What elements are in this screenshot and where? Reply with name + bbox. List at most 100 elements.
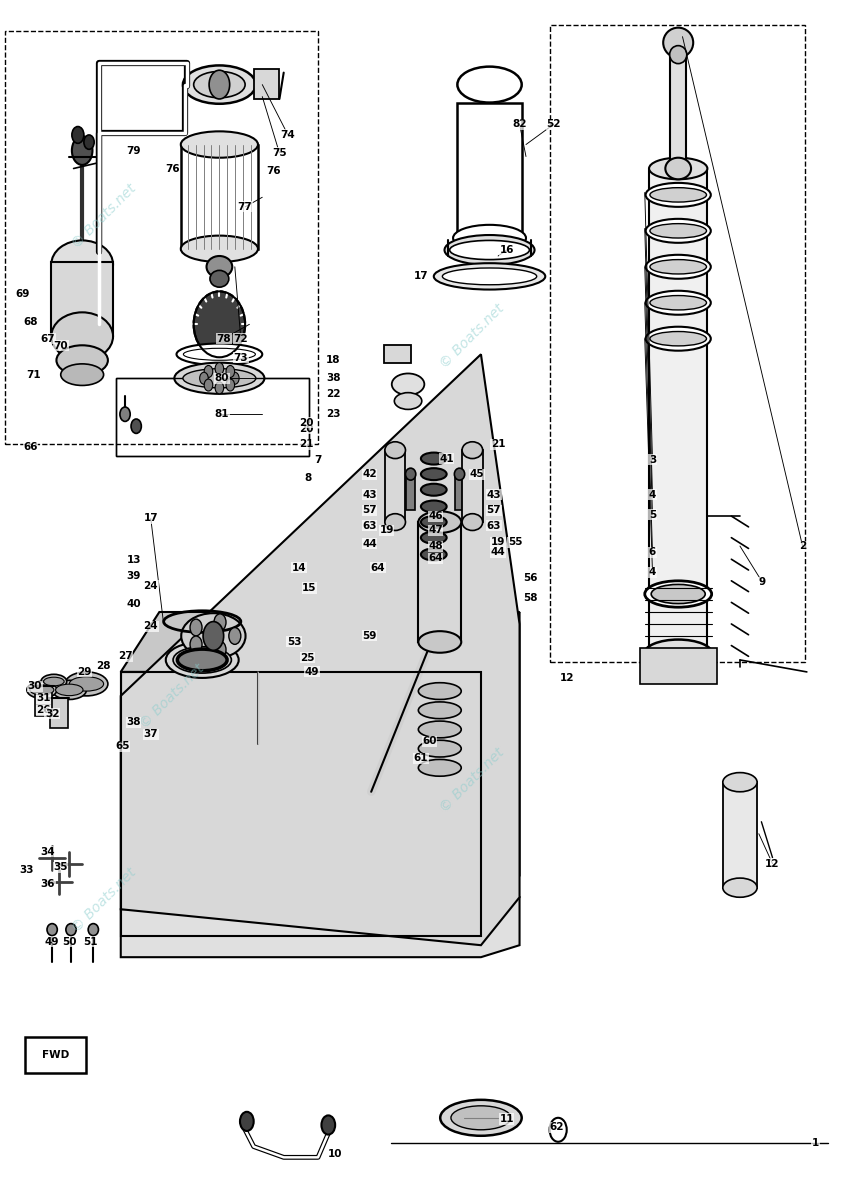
Text: 34: 34 bbox=[40, 847, 55, 857]
Bar bbox=[121, 672, 481, 936]
Ellipse shape bbox=[385, 514, 405, 530]
Bar bbox=[455, 474, 464, 510]
Polygon shape bbox=[121, 898, 520, 958]
Bar bbox=[722, 782, 757, 888]
Circle shape bbox=[190, 619, 202, 636]
Text: 21: 21 bbox=[299, 439, 314, 449]
Text: 20: 20 bbox=[299, 424, 314, 433]
Text: 68: 68 bbox=[23, 317, 38, 326]
Text: 11: 11 bbox=[499, 1114, 514, 1124]
Ellipse shape bbox=[421, 452, 447, 464]
Circle shape bbox=[199, 372, 208, 384]
Text: 44: 44 bbox=[362, 539, 377, 548]
Text: 13: 13 bbox=[126, 556, 141, 565]
Text: 24: 24 bbox=[143, 622, 158, 631]
Ellipse shape bbox=[180, 235, 258, 262]
Text: 23: 23 bbox=[326, 409, 341, 419]
Text: 76: 76 bbox=[165, 163, 180, 174]
Text: © Boats.net: © Boats.net bbox=[437, 301, 508, 371]
Circle shape bbox=[204, 366, 213, 378]
Text: 8: 8 bbox=[304, 473, 311, 482]
Circle shape bbox=[190, 636, 202, 653]
Ellipse shape bbox=[418, 702, 461, 719]
Bar bbox=[457, 102, 521, 250]
Ellipse shape bbox=[442, 268, 537, 284]
Ellipse shape bbox=[65, 672, 108, 696]
Ellipse shape bbox=[66, 924, 76, 936]
Bar bbox=[121, 672, 481, 936]
Text: 19: 19 bbox=[491, 538, 505, 547]
Polygon shape bbox=[121, 612, 520, 672]
Circle shape bbox=[84, 134, 94, 149]
Polygon shape bbox=[121, 354, 520, 946]
Bar bbox=[180, 144, 258, 248]
Text: 43: 43 bbox=[362, 490, 377, 499]
Ellipse shape bbox=[646, 182, 710, 206]
Ellipse shape bbox=[449, 240, 529, 259]
Text: 67: 67 bbox=[40, 334, 55, 343]
Text: 57: 57 bbox=[362, 505, 377, 515]
Text: 66: 66 bbox=[23, 442, 38, 451]
Text: 49: 49 bbox=[305, 667, 320, 677]
Text: 32: 32 bbox=[45, 709, 59, 719]
Text: 73: 73 bbox=[234, 353, 248, 362]
Text: 63: 63 bbox=[486, 521, 501, 530]
Circle shape bbox=[214, 641, 226, 658]
Ellipse shape bbox=[646, 290, 710, 314]
Circle shape bbox=[72, 126, 84, 143]
Bar bbox=[117, 378, 309, 456]
Circle shape bbox=[214, 614, 226, 631]
Ellipse shape bbox=[421, 548, 447, 560]
Ellipse shape bbox=[646, 254, 710, 278]
Text: 70: 70 bbox=[53, 341, 68, 350]
Ellipse shape bbox=[651, 584, 705, 604]
Ellipse shape bbox=[644, 640, 712, 668]
Circle shape bbox=[226, 379, 235, 391]
Ellipse shape bbox=[392, 373, 424, 395]
Ellipse shape bbox=[418, 760, 461, 776]
Circle shape bbox=[209, 71, 229, 98]
Text: 55: 55 bbox=[508, 538, 522, 547]
Text: 19: 19 bbox=[380, 526, 393, 535]
Ellipse shape bbox=[394, 392, 422, 409]
Bar bbox=[384, 344, 411, 362]
Ellipse shape bbox=[385, 442, 405, 458]
Text: © Boats.net: © Boats.net bbox=[69, 181, 138, 251]
Ellipse shape bbox=[440, 1100, 521, 1135]
Text: 4: 4 bbox=[649, 568, 656, 577]
Text: © Boats.net: © Boats.net bbox=[69, 865, 138, 935]
Ellipse shape bbox=[177, 649, 227, 671]
Text: 14: 14 bbox=[292, 563, 307, 572]
Ellipse shape bbox=[434, 263, 545, 289]
Bar bbox=[25, 1038, 87, 1074]
Ellipse shape bbox=[444, 235, 534, 265]
Ellipse shape bbox=[166, 642, 239, 678]
Ellipse shape bbox=[176, 343, 262, 365]
Text: 2: 2 bbox=[799, 541, 807, 551]
Ellipse shape bbox=[418, 511, 461, 533]
Text: 40: 40 bbox=[126, 599, 141, 608]
Text: 47: 47 bbox=[428, 526, 443, 535]
Text: 60: 60 bbox=[423, 737, 436, 746]
Ellipse shape bbox=[421, 516, 447, 528]
Text: 76: 76 bbox=[266, 166, 281, 176]
Text: 75: 75 bbox=[272, 148, 287, 158]
Ellipse shape bbox=[462, 514, 483, 530]
Ellipse shape bbox=[57, 346, 108, 376]
Bar bbox=[640, 648, 716, 684]
Ellipse shape bbox=[183, 66, 256, 103]
Text: 46: 46 bbox=[428, 511, 443, 521]
Text: 25: 25 bbox=[301, 653, 315, 662]
Ellipse shape bbox=[44, 677, 64, 686]
Ellipse shape bbox=[418, 740, 461, 757]
Polygon shape bbox=[481, 612, 520, 936]
Ellipse shape bbox=[210, 270, 228, 287]
Ellipse shape bbox=[462, 442, 483, 458]
Text: 56: 56 bbox=[523, 574, 538, 583]
Ellipse shape bbox=[56, 684, 83, 696]
Text: 50: 50 bbox=[62, 937, 76, 947]
Text: 58: 58 bbox=[523, 593, 538, 602]
Text: 35: 35 bbox=[53, 863, 68, 872]
Text: 82: 82 bbox=[512, 119, 527, 130]
Bar bbox=[35, 686, 52, 716]
